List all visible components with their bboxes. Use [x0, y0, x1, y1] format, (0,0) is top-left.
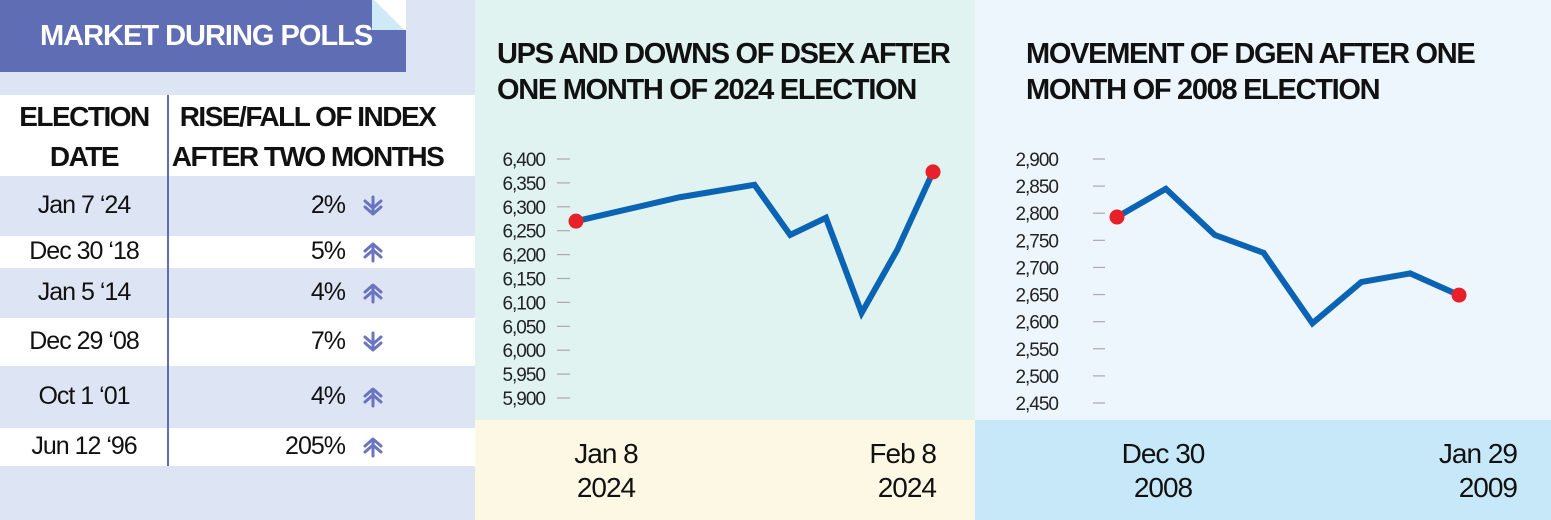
x-label-line: 2009	[1458, 472, 1518, 503]
election-date: Jan 7 ‘24	[37, 191, 131, 219]
folded-corner	[372, 0, 406, 30]
dgen-chart-title: MOVEMENT OF DGEN AFTER ONE MONTH OF 2008…	[1026, 36, 1476, 108]
double-chevron-up-icon	[363, 437, 383, 458]
header-line: DATE	[49, 141, 120, 172]
table-row: Jan 5 ‘14 4%	[0, 268, 475, 318]
header-rise-fall: RISE/FALL OF INDEX AFTER TWO MONTHS	[170, 97, 445, 177]
double-chevron-up-icon	[363, 242, 383, 263]
header-line: AFTER TWO MONTHS	[171, 141, 445, 172]
index-change: 4%	[310, 278, 346, 306]
header-line: RISE/FALL OF INDEX	[179, 101, 437, 132]
double-chevron-up-icon	[363, 387, 383, 408]
table-row: Dec 29 ‘08 7%	[0, 318, 475, 366]
table-title: MARKET DURING POLLS	[40, 20, 373, 52]
double-chevron-up-icon	[363, 283, 383, 304]
title-line: MOVEMENT OF DGEN AFTER ONE	[1026, 38, 1476, 70]
title-line: MONTH OF 2008 ELECTION	[1026, 74, 1381, 106]
double-chevron-down-icon	[363, 331, 383, 352]
dgen-x-end-label: Jan 29 2009	[1400, 437, 1518, 505]
table-row: Dec 30 ‘18 5%	[0, 236, 475, 268]
dsex-chart-title: UPS AND DOWNS OF DSEX AFTER ONE MONTH OF…	[497, 36, 951, 108]
dsex-xaxis-band	[475, 420, 975, 520]
dgen-xaxis-band	[975, 420, 1551, 520]
election-date: Dec 29 ‘08	[29, 327, 140, 355]
x-label-line: 2024	[576, 472, 636, 503]
header-election-date: ELECTION DATE	[0, 97, 168, 177]
double-chevron-down-icon	[363, 195, 383, 216]
dsex-x-start-label: Jan 8 2024	[550, 437, 662, 505]
x-label-line: Jan 8	[574, 438, 639, 469]
election-date: Dec 30 ‘18	[29, 237, 140, 265]
column-divider	[167, 95, 169, 466]
x-label-line: Jan 29	[1438, 438, 1518, 469]
divider-strip	[0, 72, 475, 95]
index-change: 5%	[310, 237, 346, 265]
table-title-banner	[0, 0, 406, 72]
index-change: 205%	[285, 432, 346, 460]
x-label-line: Feb 8	[869, 438, 937, 469]
index-change: 2%	[310, 191, 346, 219]
table-row: Jun 12 ‘96 205%	[0, 428, 475, 466]
table-row: Oct 1 ‘01 4%	[0, 366, 475, 428]
table-row: Jan 7 ‘24 2%	[0, 176, 475, 236]
header-line: ELECTION	[19, 101, 150, 132]
dgen-x-start-label: Dec 30 2008	[1100, 437, 1226, 505]
title-line: UPS AND DOWNS OF DSEX AFTER	[497, 38, 951, 70]
table-header-row: ELECTION DATE RISE/FALL OF INDEX AFTER T…	[0, 95, 475, 176]
election-date: Oct 1 ‘01	[38, 382, 130, 410]
index-change: 7%	[310, 327, 346, 355]
election-date: Jun 12 ‘96	[31, 432, 137, 460]
title-line: ONE MONTH OF 2024 ELECTION	[497, 74, 917, 106]
x-label-line: 2024	[877, 472, 937, 503]
x-label-line: Dec 30	[1121, 438, 1206, 469]
election-date: Jan 5 ‘14	[37, 278, 131, 306]
x-label-line: 2008	[1133, 472, 1193, 503]
index-change: 4%	[310, 382, 346, 410]
dsex-x-end-label: Feb 8 2024	[836, 437, 937, 505]
